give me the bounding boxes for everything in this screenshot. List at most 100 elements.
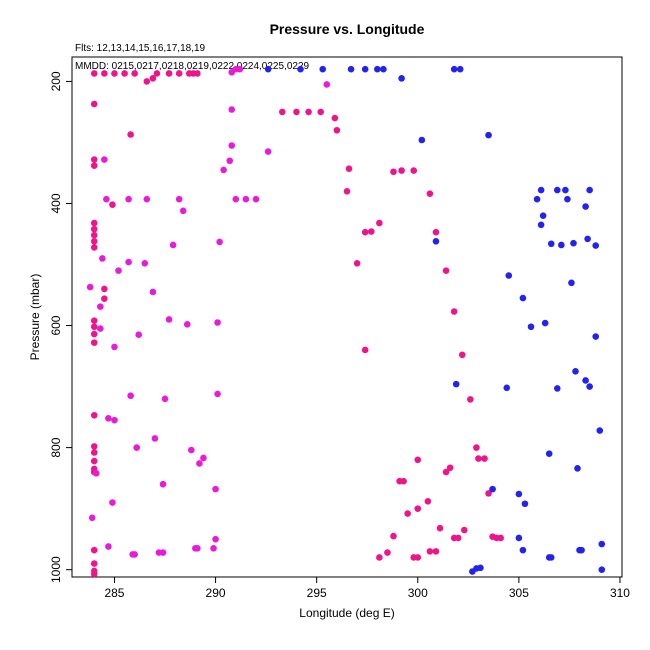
data-point	[582, 377, 589, 384]
data-point	[473, 444, 480, 451]
x-tick-label: 300	[408, 586, 428, 600]
x-tick-label: 310	[610, 586, 630, 600]
data-point	[317, 108, 325, 116]
y-axis: 200 400 600 800 1000	[49, 71, 72, 583]
data-point	[149, 75, 157, 82]
x-tick-label: 305	[509, 586, 529, 600]
data-point	[374, 65, 381, 73]
data-point	[228, 142, 236, 149]
y-tick-label: 1000	[49, 556, 63, 583]
data-point	[586, 383, 593, 390]
data-point	[598, 540, 606, 548]
data-point	[297, 65, 304, 73]
data-point	[153, 70, 161, 77]
data-point	[115, 267, 122, 274]
data-point	[564, 195, 571, 203]
data-point	[343, 187, 351, 195]
data-point	[481, 455, 488, 462]
data-point	[432, 238, 440, 245]
y-axis-label: Pressure (mbar)	[28, 274, 42, 361]
data-point	[151, 435, 159, 442]
data-points	[86, 65, 606, 578]
data-point	[169, 241, 177, 249]
data-point	[458, 351, 466, 359]
data-point	[159, 549, 167, 556]
data-point	[578, 546, 585, 554]
data-point	[210, 545, 217, 552]
data-point	[558, 241, 565, 249]
data-point	[90, 546, 98, 554]
data-point	[568, 279, 575, 287]
data-point	[400, 477, 407, 485]
data-point	[90, 238, 98, 245]
data-point	[165, 316, 173, 323]
x-tick-label: 285	[104, 586, 124, 600]
data-point	[319, 65, 327, 73]
data-point	[212, 535, 219, 543]
data-point	[143, 78, 151, 85]
data-point	[572, 368, 579, 375]
data-point	[475, 455, 482, 462]
data-point	[547, 554, 555, 561]
data-point	[446, 464, 454, 472]
data-point	[90, 317, 98, 324]
data-point	[159, 480, 167, 488]
data-point	[361, 228, 369, 236]
data-point	[432, 548, 440, 555]
data-point	[426, 548, 434, 555]
data-point	[347, 65, 355, 73]
data-point	[505, 272, 513, 279]
data-point	[442, 468, 450, 476]
x-tick-label: 295	[307, 586, 327, 600]
data-point	[519, 294, 527, 302]
data-point	[592, 333, 600, 340]
data-point	[345, 165, 353, 172]
data-point	[398, 167, 405, 174]
data-point	[418, 136, 426, 144]
data-point	[109, 201, 116, 208]
data-point	[226, 157, 234, 165]
data-point	[105, 543, 112, 550]
data-point	[485, 490, 492, 497]
data-point	[515, 534, 523, 542]
data-point	[214, 390, 221, 398]
data-point	[582, 203, 589, 210]
data-point	[450, 65, 458, 73]
data-point	[101, 70, 108, 77]
data-point	[450, 308, 458, 315]
data-point	[90, 156, 98, 163]
y-tick-label: 800	[49, 437, 63, 457]
data-point	[264, 148, 272, 155]
data-point	[242, 195, 250, 203]
data-point	[131, 70, 138, 77]
data-point	[90, 443, 98, 450]
data-point	[376, 219, 383, 227]
data-point	[404, 510, 411, 517]
data-point	[489, 485, 496, 493]
data-point	[188, 446, 195, 454]
data-point	[131, 551, 138, 558]
data-point	[90, 70, 98, 77]
data-point	[127, 131, 134, 138]
data-point	[414, 456, 422, 464]
data-point	[149, 288, 157, 296]
data-point	[264, 65, 272, 73]
data-point	[562, 186, 569, 194]
data-point	[497, 534, 504, 542]
data-point	[503, 384, 511, 392]
data-point	[90, 225, 98, 233]
data-point	[527, 323, 535, 331]
data-point	[331, 114, 339, 122]
data-point	[539, 212, 547, 219]
data-point	[161, 395, 169, 403]
data-point	[228, 106, 236, 113]
data-point	[454, 534, 462, 542]
data-point	[90, 100, 98, 108]
data-point	[570, 239, 577, 247]
data-point	[460, 526, 468, 534]
data-point	[111, 70, 118, 77]
data-point	[305, 108, 312, 116]
data-point	[200, 454, 207, 462]
data-point	[384, 549, 391, 556]
